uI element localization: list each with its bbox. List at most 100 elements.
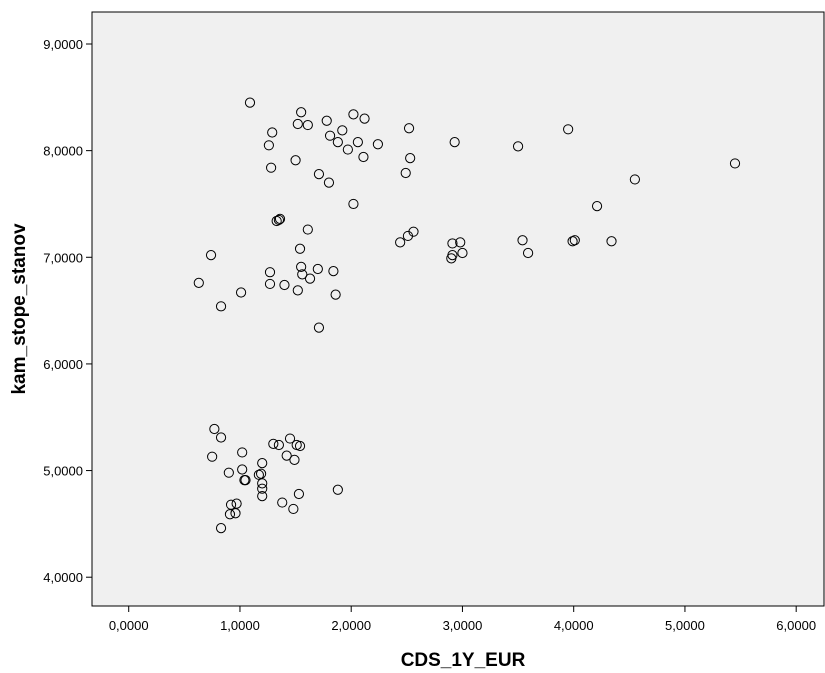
data-point <box>512 141 524 152</box>
data-point <box>215 301 227 312</box>
data-point <box>395 237 406 248</box>
data-point <box>400 167 411 179</box>
data-point <box>324 130 336 141</box>
y-tick-label: 8,0000 <box>43 144 83 159</box>
data-point <box>223 467 234 478</box>
data-point <box>302 224 313 235</box>
x-tick-label: 1,0000 <box>220 618 260 633</box>
data-point <box>264 278 276 290</box>
data-point <box>629 174 640 185</box>
data-point <box>312 263 323 275</box>
data-point <box>284 433 296 444</box>
data-point <box>455 237 466 248</box>
data-point <box>321 115 332 126</box>
data-point <box>342 144 353 155</box>
data-point <box>323 177 335 188</box>
data-point <box>271 215 282 227</box>
data-point <box>279 279 290 291</box>
y-tick-label: 9,0000 <box>43 37 83 52</box>
data-point <box>293 488 305 500</box>
data-point <box>296 107 307 118</box>
data-point <box>292 118 303 130</box>
data-point <box>237 447 248 458</box>
data-point <box>447 238 458 249</box>
data-point <box>402 230 414 242</box>
data-point <box>569 235 580 246</box>
y-tick-label: 6,0000 <box>43 357 83 372</box>
data-point <box>563 124 574 135</box>
data-point <box>358 151 369 163</box>
data-point <box>264 267 276 278</box>
data-point <box>209 423 220 435</box>
data-point <box>313 168 325 180</box>
x-tick-label: 0,0000 <box>109 618 149 633</box>
data-point <box>296 261 307 272</box>
data-point <box>235 287 247 298</box>
data-points <box>193 97 741 534</box>
x-tick-label: 4,0000 <box>554 618 594 633</box>
y-axis-title: kam_stope_stanov <box>9 223 30 395</box>
data-point <box>207 451 218 462</box>
data-point <box>205 250 217 261</box>
data-point <box>297 269 308 280</box>
data-point <box>288 503 299 515</box>
data-point <box>240 475 251 486</box>
plot-area <box>91 11 825 607</box>
data-point <box>348 109 359 120</box>
data-point <box>313 322 325 333</box>
data-point <box>372 139 384 150</box>
data-point <box>277 497 288 508</box>
data-point <box>290 155 301 166</box>
data-point <box>224 509 236 520</box>
data-point <box>273 439 284 451</box>
data-point <box>257 483 268 494</box>
data-point <box>230 508 241 519</box>
data-point <box>591 200 603 212</box>
data-point <box>328 266 339 277</box>
x-tick-label: 6,0000 <box>776 618 816 633</box>
data-point <box>352 137 363 148</box>
data-point <box>330 289 341 300</box>
data-point <box>215 432 227 443</box>
y-tick-label: 5,0000 <box>43 464 83 479</box>
data-point <box>449 137 460 148</box>
x-axis-title: CDS_1Y_EUR <box>401 650 526 671</box>
data-point <box>606 236 617 247</box>
data-point <box>292 285 303 296</box>
data-point <box>729 158 741 169</box>
x-tick-label: 3,0000 <box>443 618 483 633</box>
data-point <box>457 247 468 259</box>
data-point <box>253 469 264 480</box>
data-point <box>274 213 286 224</box>
data-point <box>215 523 227 534</box>
data-point <box>237 464 248 475</box>
data-point <box>337 125 348 136</box>
data-point <box>267 127 278 138</box>
data-point <box>255 468 267 479</box>
data-point <box>302 119 313 131</box>
data-point <box>294 243 306 254</box>
data-point <box>268 438 279 450</box>
x-tick-label: 2,0000 <box>331 618 371 633</box>
y-tick-label: 4,0000 <box>43 570 83 585</box>
data-point <box>225 499 237 510</box>
data-point <box>263 140 274 151</box>
data-point <box>193 277 204 288</box>
data-point <box>266 162 277 173</box>
x-tick-label: 5,0000 <box>665 618 705 633</box>
data-point <box>257 457 268 469</box>
data-point <box>446 253 457 264</box>
data-point <box>332 137 343 148</box>
data-point <box>304 273 316 284</box>
data-point <box>403 123 415 134</box>
data-point <box>231 498 242 509</box>
data-point <box>281 450 292 461</box>
data-point <box>359 113 370 124</box>
data-point <box>257 491 268 502</box>
data-point <box>273 214 284 226</box>
data-point <box>567 236 578 247</box>
y-axis: 4,0000 5,0000 6,0000 7,0000 8,0000 9,0000 <box>43 37 92 585</box>
data-point <box>289 454 300 465</box>
data-point <box>522 247 534 259</box>
